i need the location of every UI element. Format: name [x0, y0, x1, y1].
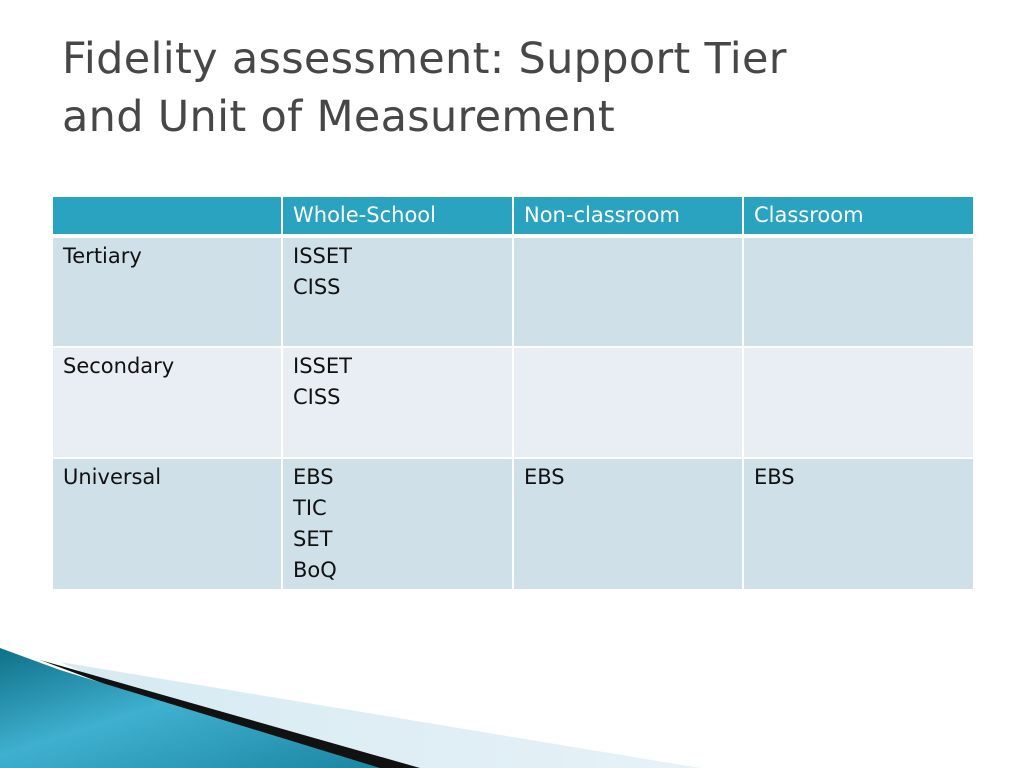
table-row-tertiary: Tertiary ISSET CISS — [51, 235, 975, 348]
header-cell-whole-school: Whole-School — [281, 195, 514, 238]
header-cell-corner — [51, 195, 283, 238]
decor-pale-band — [60, 662, 700, 768]
slide-title-line-1: Fidelity assessment: Support Tier — [62, 34, 787, 84]
slide-title: Fidelity assessment: Support Tier and Un… — [62, 30, 982, 146]
table-header-row: Whole-School Non-classroom Classroom — [51, 195, 975, 238]
table-row-secondary: Secondary ISSET CISS — [51, 346, 975, 459]
classroom-cell-universal: EBS — [742, 457, 975, 591]
whole-school-cell-universal: EBS TIC SET BoQ — [281, 457, 514, 591]
whole-school-cell-tertiary: ISSET CISS — [281, 235, 514, 348]
header-cell-classroom: Classroom — [742, 195, 975, 238]
decor-teal-wedge — [0, 648, 380, 768]
table-row-universal: Universal EBS TIC SET BoQ EBS EBS — [51, 457, 975, 591]
classroom-cell-tertiary — [742, 235, 975, 348]
header-cell-non-classroom: Non-classroom — [512, 195, 744, 238]
decorative-swoosh — [0, 648, 700, 768]
classroom-cell-secondary — [742, 346, 975, 459]
fidelity-table: Whole-School Non-classroom Classroom Ter… — [51, 195, 975, 591]
decor-dark-wedge — [40, 660, 420, 768]
tier-cell-tertiary: Tertiary — [51, 235, 283, 348]
tier-cell-universal: Universal — [51, 457, 283, 591]
non-classroom-cell-tertiary — [512, 235, 744, 348]
whole-school-cell-secondary: ISSET CISS — [281, 346, 514, 459]
slide-title-line-2: and Unit of Measurement — [62, 92, 615, 142]
tier-cell-secondary: Secondary — [51, 346, 283, 459]
non-classroom-cell-universal: EBS — [512, 457, 744, 591]
non-classroom-cell-secondary — [512, 346, 744, 459]
